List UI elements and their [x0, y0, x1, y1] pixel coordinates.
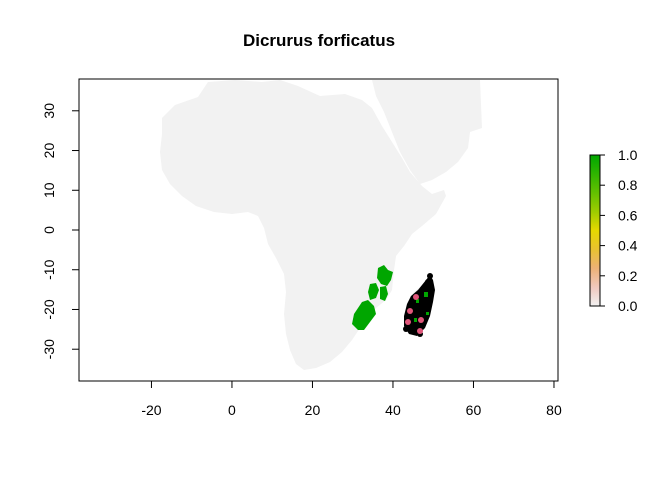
- suitability-speckle: [414, 318, 417, 322]
- y-tick-label: 30: [41, 103, 57, 119]
- suitability-speckle: [416, 299, 419, 303]
- highlight-point: [418, 317, 424, 323]
- suitability-layer: [352, 265, 393, 330]
- legend-tick-label: 1.0: [618, 147, 638, 163]
- occurrence-layer: [403, 273, 435, 337]
- y-axis: -30 -20 -10 0 10 20 30: [41, 103, 80, 359]
- x-tick-label: 60: [466, 402, 482, 418]
- occurrence-point: [427, 273, 433, 279]
- land-layer: [160, 80, 482, 370]
- x-tick-label: 20: [305, 402, 321, 418]
- y-tick-label: -20: [41, 299, 57, 319]
- highlight-point: [407, 308, 413, 314]
- y-tick-label: -30: [41, 339, 57, 359]
- x-tick-label: 80: [546, 402, 562, 418]
- y-tick-label: 20: [41, 143, 57, 159]
- occurrence-point: [425, 279, 431, 285]
- x-tick-label: 40: [385, 402, 401, 418]
- legend-tick-label: 0.2: [618, 268, 638, 284]
- arabia-land: [372, 80, 482, 184]
- legend-tick-label: 0.0: [618, 298, 638, 314]
- legend-tick-label: 0.8: [618, 177, 638, 193]
- y-tick-label: -10: [41, 259, 57, 279]
- legend-ticks: 1.0 0.8 0.6 0.4 0.2 0.0: [600, 147, 638, 314]
- x-tick-label: 0: [228, 402, 236, 418]
- suitability-area-zimbabwe: [352, 300, 376, 330]
- suitability-area-malawi: [380, 286, 388, 301]
- y-tick-label: 0: [41, 226, 57, 234]
- legend: 1.0 0.8 0.6 0.4 0.2 0.0: [589, 147, 638, 314]
- highlight-point: [405, 319, 411, 325]
- x-tick-label: -20: [141, 402, 161, 418]
- occurrence-point: [403, 326, 409, 332]
- legend-colorbar: [589, 154, 601, 307]
- suitability-speckle: [426, 312, 429, 315]
- plot-title: Dicrurus forficatus: [243, 31, 395, 50]
- legend-tick-label: 0.6: [618, 207, 638, 223]
- suitability-area-central: [368, 283, 379, 300]
- y-tick-label: 10: [41, 182, 57, 198]
- legend-tick-label: 0.4: [618, 238, 638, 254]
- x-axis: -20 0 20 40 60 80: [141, 380, 562, 418]
- suitability-area-east-africa: [377, 265, 393, 286]
- suitability-speckle: [424, 292, 428, 297]
- occurrence-cluster-madagascar: [404, 275, 435, 336]
- highlight-point: [413, 294, 419, 300]
- highlight-point: [417, 328, 423, 334]
